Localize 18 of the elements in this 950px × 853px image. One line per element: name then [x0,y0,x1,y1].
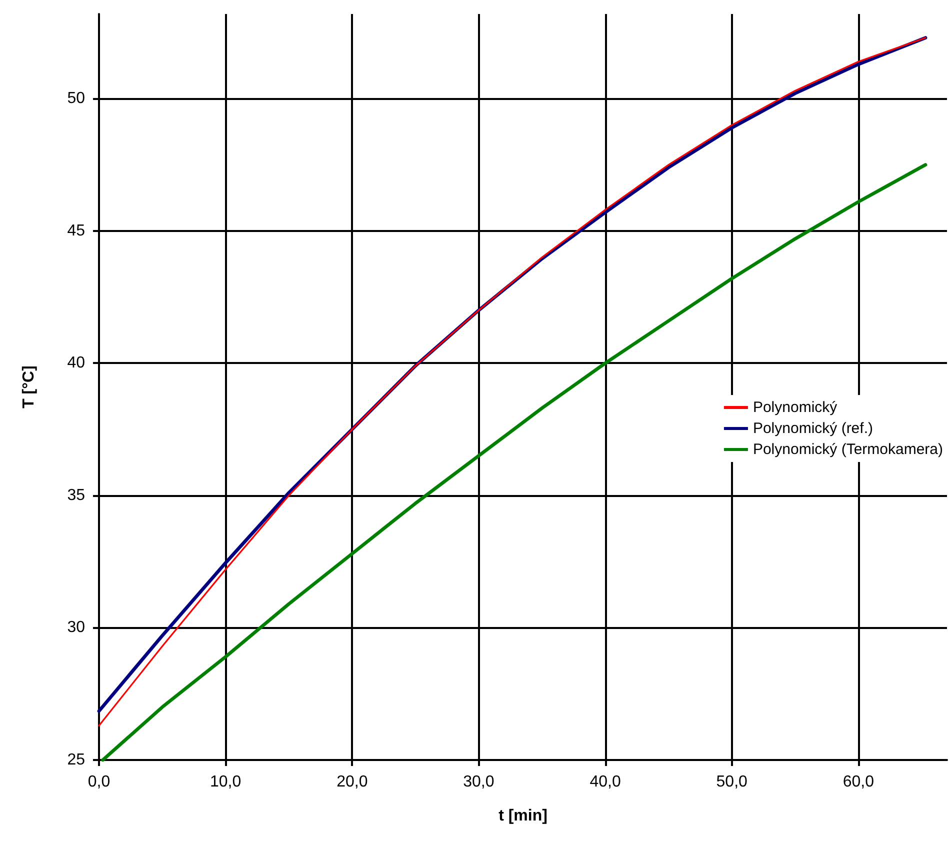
legend-label: Polynomický (Termokamera) [752,441,944,458]
y-tick-label: 50 [67,90,86,108]
x-tick-label: 10,0 [210,774,242,790]
y-tick-label: 40 [67,354,86,372]
y-tick-label: 25 [67,752,86,768]
x-tick-label: 0,0 [88,774,110,790]
legend-label: Polynomický [752,399,838,416]
x-tick-label: 20,0 [336,774,368,790]
x-tick-label: 40,0 [590,774,621,790]
y-tick-label: 45 [67,222,86,240]
legend-label: Polynomický (ref.) [752,420,873,437]
x-axis-title: t [min] [498,808,548,824]
x-tick-label: 60,0 [842,774,874,790]
x-tick-label: 30,0 [463,774,494,790]
y-tick-label: 30 [67,619,86,636]
y-tick-label: 35 [67,486,86,504]
y-axis-title: T [°C] [20,366,38,408]
x-tick-label: 50,0 [716,774,748,790]
